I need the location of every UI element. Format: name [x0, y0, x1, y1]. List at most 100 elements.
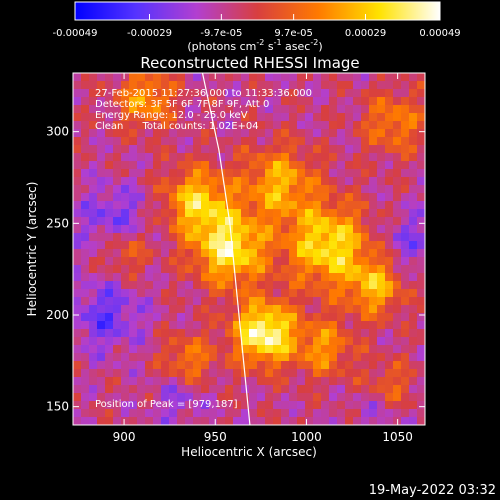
heatmap-pixel — [409, 417, 418, 425]
heatmap-pixel — [97, 401, 106, 410]
heatmap-pixel — [153, 345, 162, 354]
annotation-energy-range: Energy Range: 12.0 - 25.0 keV — [95, 110, 248, 121]
heatmap-pixel — [177, 409, 186, 418]
heatmap-pixel — [81, 409, 90, 418]
heatmap-pixel — [369, 257, 378, 266]
heatmap-pixel — [105, 393, 114, 402]
heatmap-pixel — [385, 313, 394, 322]
heatmap-pixel — [337, 185, 346, 194]
heatmap-pixel — [113, 153, 122, 162]
heatmap-pixel — [121, 337, 130, 346]
heatmap-pixel — [161, 193, 170, 202]
heatmap-pixel — [193, 345, 202, 354]
heatmap-pixel — [113, 337, 122, 346]
heatmap-pixel — [241, 297, 250, 306]
heatmap-pixel — [129, 129, 138, 138]
heatmap-pixel — [369, 225, 378, 234]
heatmap-pixel — [201, 233, 210, 242]
heatmap-pixel — [73, 257, 82, 266]
heatmap-pixel — [177, 233, 186, 242]
heatmap-pixel — [97, 121, 106, 130]
heatmap-pixel — [201, 305, 210, 314]
heatmap-pixel — [321, 409, 330, 418]
heatmap-pixel — [377, 377, 386, 386]
heatmap-pixel — [161, 385, 170, 394]
heatmap-pixel — [377, 113, 386, 122]
heatmap-pixel — [153, 353, 162, 362]
heatmap-pixel — [81, 305, 90, 314]
heatmap-pixel — [385, 153, 394, 162]
heatmap-pixel — [89, 201, 98, 210]
heatmap-pixel — [265, 241, 274, 250]
heatmap-pixel — [105, 249, 114, 258]
heatmap-pixel — [417, 241, 425, 250]
heatmap-pixel — [161, 161, 170, 170]
heatmap-pixel — [281, 177, 290, 186]
heatmap-pixel — [289, 105, 298, 114]
heatmap-pixel — [161, 113, 170, 122]
heatmap-pixel — [377, 105, 386, 114]
heatmap-pixel — [233, 233, 242, 242]
heatmap-pixel — [257, 193, 266, 202]
heatmap-pixel — [417, 353, 425, 362]
heatmap-pixel — [113, 385, 122, 394]
heatmap-pixel — [145, 105, 154, 114]
heatmap-pixel — [209, 361, 218, 370]
heatmap-pixel — [401, 81, 410, 90]
heatmap-pixel — [369, 377, 378, 386]
heatmap-pixel — [193, 129, 202, 138]
heatmap-pixel — [113, 257, 122, 266]
heatmap-pixel — [105, 105, 114, 114]
heatmap-pixel — [265, 345, 274, 354]
heatmap-pixel — [273, 353, 282, 362]
heatmap-pixel — [121, 217, 130, 226]
heatmap-pixel — [153, 145, 162, 154]
heatmap-pixel — [409, 225, 418, 234]
heatmap-pixel — [209, 201, 218, 210]
heatmap-pixel — [361, 273, 370, 282]
heatmap-pixel — [105, 97, 114, 106]
heatmap-pixel — [345, 193, 354, 202]
heatmap-pixel — [241, 105, 250, 114]
heatmap-pixel — [89, 153, 98, 162]
heatmap-pixel — [401, 313, 410, 322]
heatmap-pixel — [185, 313, 194, 322]
heatmap-pixel — [153, 105, 162, 114]
heatmap-pixel — [265, 281, 274, 290]
heatmap-pixel — [337, 201, 346, 210]
heatmap-pixel — [217, 377, 226, 386]
colorbar-tick-label: 9.7e-05 — [274, 28, 312, 39]
heatmap-pixel — [185, 249, 194, 258]
heatmap-pixel — [369, 121, 378, 130]
heatmap-pixel — [225, 129, 234, 138]
heatmap-pixel — [329, 329, 338, 338]
heatmap-pixel — [377, 281, 386, 290]
heatmap-pixel — [369, 73, 378, 82]
heatmap-pixel — [153, 129, 162, 138]
heatmap-pixel — [81, 265, 90, 274]
heatmap-pixel — [345, 225, 354, 234]
heatmap-pixel — [105, 121, 114, 130]
heatmap-pixel — [281, 81, 290, 90]
heatmap-pixel — [345, 177, 354, 186]
heatmap-pixel — [265, 97, 274, 106]
heatmap-pixel — [241, 401, 250, 410]
heatmap-pixel — [161, 417, 170, 425]
heatmap-pixel — [377, 337, 386, 346]
heatmap-pixel — [289, 241, 298, 250]
heatmap-pixel — [97, 257, 106, 266]
heatmap-pixel — [297, 281, 306, 290]
heatmap-pixel — [209, 329, 218, 338]
heatmap-pixel — [161, 297, 170, 306]
heatmap-pixel — [417, 257, 425, 266]
heatmap-pixel — [185, 185, 194, 194]
heatmap-pixel — [297, 193, 306, 202]
heatmap-pixel — [121, 97, 130, 106]
heatmap-pixel — [233, 193, 242, 202]
heatmap-pixel — [73, 137, 82, 146]
heatmap-pixel — [73, 73, 82, 82]
heatmap-pixel — [257, 257, 266, 266]
heatmap-pixel — [361, 161, 370, 170]
heatmap-pixel — [257, 353, 266, 362]
heatmap-pixel — [265, 289, 274, 298]
